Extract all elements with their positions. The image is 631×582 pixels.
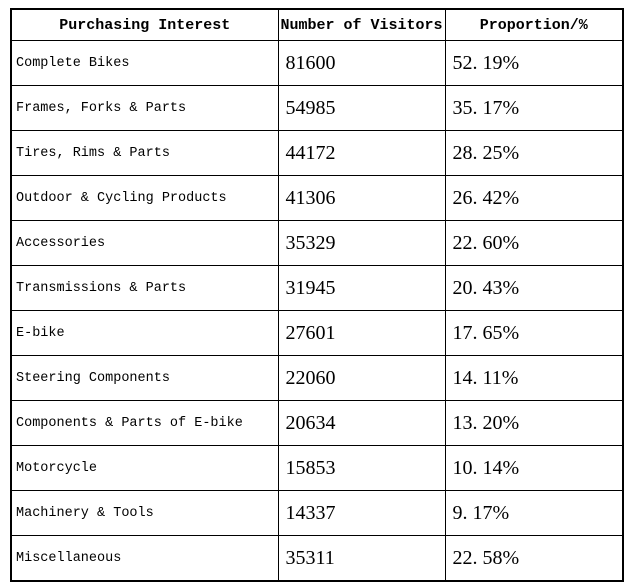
column-header-purchasing-interest: Purchasing Interest [10, 8, 279, 41]
cell-proportion: 13. 20% [444, 400, 624, 446]
table-row: Accessories 35329 22. 60% [10, 220, 624, 266]
cell-interest: Components & Parts of E-bike [10, 400, 279, 446]
table-row: Components & Parts of E-bike 20634 13. 2… [10, 400, 624, 446]
table-row: Machinery & Tools 14337 9. 17% [10, 490, 624, 536]
table-row: Complete Bikes 81600 52. 19% [10, 40, 624, 86]
cell-visitors: 22060 [277, 355, 446, 401]
cell-proportion: 26. 42% [444, 175, 624, 221]
cell-interest: Accessories [10, 220, 279, 266]
cell-interest: Miscellaneous [10, 535, 279, 582]
cell-interest: E-bike [10, 310, 279, 356]
cell-interest: Transmissions & Parts [10, 265, 279, 311]
cell-proportion: 35. 17% [444, 85, 624, 131]
table-row: Outdoor & Cycling Products 41306 26. 42% [10, 175, 624, 221]
table-header-row: Purchasing Interest Number of Visitors P… [10, 8, 624, 41]
column-header-proportion: Proportion/% [444, 8, 624, 41]
table-row: Tires, Rims & Parts 44172 28. 25% [10, 130, 624, 176]
cell-interest: Steering Components [10, 355, 279, 401]
cell-visitors: 27601 [277, 310, 446, 356]
cell-proportion: 17. 65% [444, 310, 624, 356]
cell-proportion: 20. 43% [444, 265, 624, 311]
table-row: Motorcycle 15853 10. 14% [10, 445, 624, 491]
table-row: Transmissions & Parts 31945 20. 43% [10, 265, 624, 311]
table-row: Frames, Forks & Parts 54985 35. 17% [10, 85, 624, 131]
column-header-number-of-visitors: Number of Visitors [277, 8, 446, 41]
cell-visitors: 81600 [277, 40, 446, 86]
cell-proportion: 10. 14% [444, 445, 624, 491]
cell-interest: Motorcycle [10, 445, 279, 491]
cell-interest: Tires, Rims & Parts [10, 130, 279, 176]
cell-interest: Frames, Forks & Parts [10, 85, 279, 131]
cell-proportion: 28. 25% [444, 130, 624, 176]
table-row: E-bike 27601 17. 65% [10, 310, 624, 356]
table-row: Steering Components 22060 14. 11% [10, 355, 624, 401]
cell-visitors: 44172 [277, 130, 446, 176]
cell-proportion: 9. 17% [444, 490, 624, 536]
cell-proportion: 22. 58% [444, 535, 624, 582]
cell-visitors: 35329 [277, 220, 446, 266]
cell-proportion: 52. 19% [444, 40, 624, 86]
cell-visitors: 31945 [277, 265, 446, 311]
cell-interest: Machinery & Tools [10, 490, 279, 536]
table-row: Miscellaneous 35311 22. 58% [10, 535, 624, 582]
cell-proportion: 14. 11% [444, 355, 624, 401]
cell-visitors: 54985 [277, 85, 446, 131]
cell-visitors: 14337 [277, 490, 446, 536]
cell-visitors: 20634 [277, 400, 446, 446]
cell-visitors: 41306 [277, 175, 446, 221]
cell-interest: Outdoor & Cycling Products [10, 175, 279, 221]
cell-visitors: 35311 [277, 535, 446, 582]
cell-visitors: 15853 [277, 445, 446, 491]
cell-interest: Complete Bikes [10, 40, 279, 86]
purchasing-interest-table: Purchasing Interest Number of Visitors P… [10, 8, 624, 582]
cell-proportion: 22. 60% [444, 220, 624, 266]
